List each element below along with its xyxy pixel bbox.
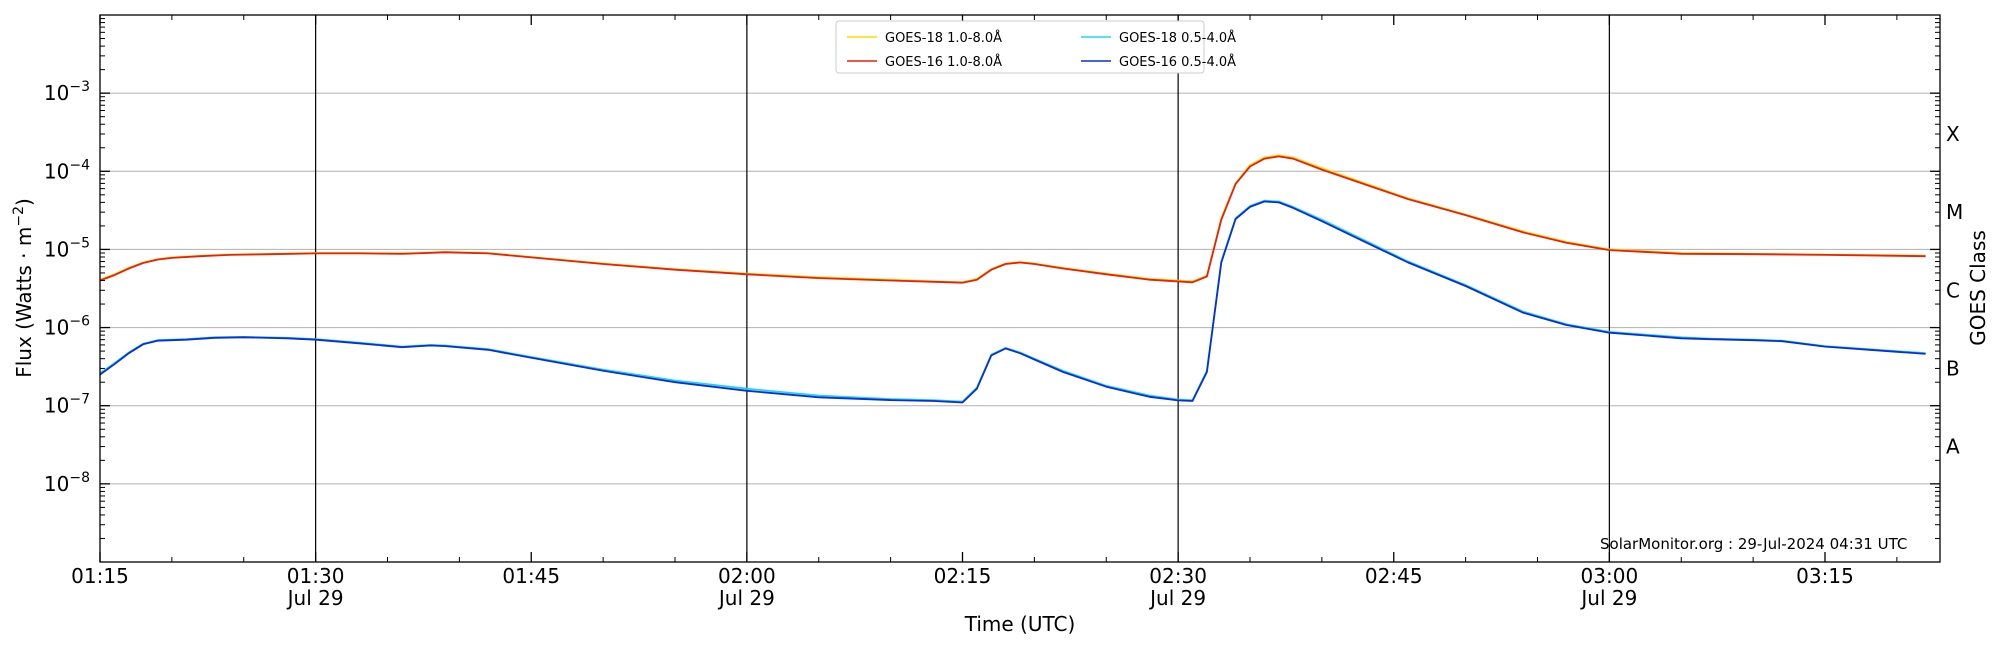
x-tick-label-4: 02:15 (934, 564, 992, 588)
goes-class-label-m: M (1946, 200, 1963, 224)
x-tick-label-7: 03:00 (1581, 564, 1639, 588)
goes-class-labels: A B C M X (1946, 122, 1963, 459)
series-line-3 (99, 200, 1926, 404)
day-marker-lines (315, 15, 1610, 562)
legend-label-1: GOES-16 1.0-8.0Å (885, 54, 1002, 70)
y-tick-label-1: 10−7 (44, 392, 90, 418)
y-tick-label-3: 10−5 (44, 235, 90, 261)
legend: GOES-18 1.0-8.0Å GOES-18 0.5-4.0Å GOES-16 … (835, 20, 1236, 74)
goes-class-label-c: C (1946, 278, 1960, 302)
plot-frame (99, 14, 1941, 563)
y-tick-label-5: 10−3 (44, 79, 90, 105)
y-tick-label-4: 10−4 (44, 157, 90, 183)
legend-box (835, 20, 1205, 74)
x-tick-label-0: 01:15 (71, 564, 129, 588)
credit-text: SolarMonitor.org : 29-Jul-2024 04:31 UTC (1600, 535, 1907, 553)
x-tick-date-label-5: Jul 29 (1148, 586, 1206, 610)
legend-label-2: GOES-18 0.5-4.0Å (1119, 30, 1236, 46)
x-tick-label-8: 03:15 (1796, 564, 1854, 588)
goes-class-label-b: B (1946, 356, 1960, 380)
x-tick-label-1: 01:30 (287, 564, 345, 588)
y-tick-labels: 10−8 10−7 10−6 10−5 10−4 10−3 (44, 79, 90, 496)
x-tick-label-5: 02:30 (1149, 564, 1207, 588)
x-tick-label-6: 02:45 (1365, 564, 1423, 588)
series-line-1 (99, 155, 1926, 284)
legend-label-0: GOES-18 1.0-8.0Å (885, 30, 1002, 46)
grid-lines (100, 92, 1940, 485)
goes-class-label-a: A (1946, 435, 1960, 459)
x-axis-title: Time (UTC) (964, 612, 1076, 636)
y-tick-label-0: 10−8 (44, 470, 90, 496)
legend-label-3: GOES-16 0.5-4.0Å (1119, 54, 1236, 70)
y-axis-title: Flux (Watts · m−2) (11, 198, 36, 378)
goes-class-label-x: X (1946, 122, 1960, 146)
axis-ticks (99, 15, 1940, 562)
series-lines (99, 154, 1926, 404)
series-line-2 (99, 199, 1926, 403)
x-tick-date-label-1: Jul 29 (286, 586, 344, 610)
x-tick-date-label-7: Jul 29 (1579, 586, 1637, 610)
x-tick-label-3: 02:00 (718, 564, 776, 588)
goes-class-axis-title: GOES Class (1966, 230, 1990, 346)
x-tick-date-label-3: Jul 29 (717, 586, 775, 610)
y-tick-label-2: 10−6 (44, 314, 90, 340)
x-tick-label-2: 01:45 (502, 564, 560, 588)
